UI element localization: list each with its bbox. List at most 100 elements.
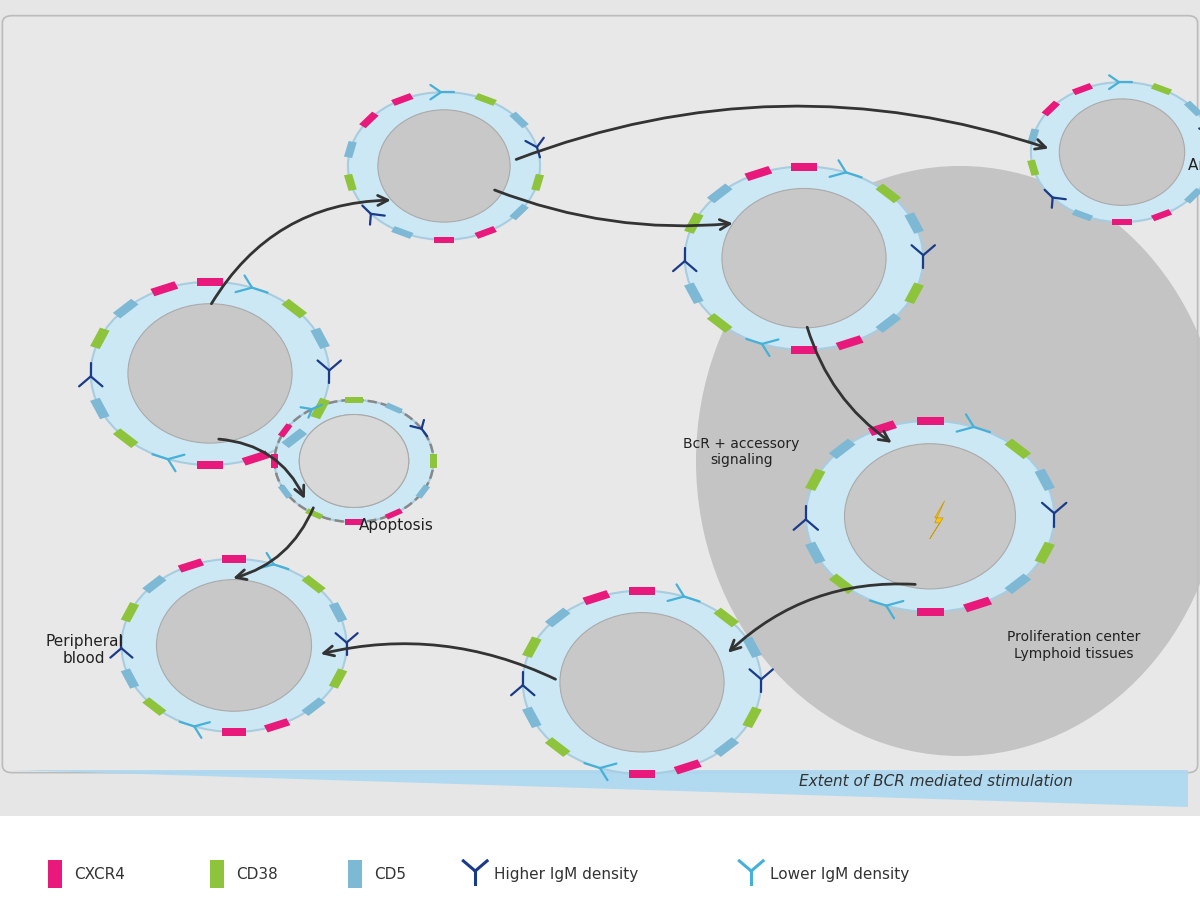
Bar bbox=[210, 860, 224, 888]
Polygon shape bbox=[805, 468, 826, 491]
Polygon shape bbox=[474, 93, 497, 106]
Polygon shape bbox=[241, 451, 270, 466]
Polygon shape bbox=[344, 141, 356, 158]
Polygon shape bbox=[743, 636, 762, 658]
Ellipse shape bbox=[1060, 99, 1184, 206]
Polygon shape bbox=[743, 706, 762, 728]
Polygon shape bbox=[346, 397, 362, 403]
Ellipse shape bbox=[156, 580, 312, 711]
Polygon shape bbox=[876, 183, 901, 203]
Polygon shape bbox=[532, 174, 544, 191]
Text: CD5: CD5 bbox=[374, 867, 407, 881]
Polygon shape bbox=[545, 608, 570, 627]
Polygon shape bbox=[582, 590, 611, 605]
Polygon shape bbox=[905, 212, 924, 234]
Polygon shape bbox=[835, 336, 864, 350]
Polygon shape bbox=[522, 636, 541, 658]
Polygon shape bbox=[197, 461, 223, 469]
Polygon shape bbox=[222, 728, 246, 736]
Polygon shape bbox=[391, 226, 414, 239]
Polygon shape bbox=[121, 602, 139, 622]
Polygon shape bbox=[90, 327, 109, 349]
Polygon shape bbox=[791, 346, 817, 354]
Text: Proliferation center
Lymphoid tissues: Proliferation center Lymphoid tissues bbox=[1007, 631, 1141, 660]
Polygon shape bbox=[90, 397, 109, 420]
Polygon shape bbox=[805, 541, 826, 564]
Text: Lower IgM density: Lower IgM density bbox=[770, 867, 910, 881]
Polygon shape bbox=[311, 327, 330, 349]
Circle shape bbox=[91, 282, 329, 465]
Polygon shape bbox=[673, 760, 702, 774]
Text: BcR + accessory
signaling: BcR + accessory signaling bbox=[684, 437, 799, 467]
Polygon shape bbox=[917, 417, 943, 425]
Text: CD38: CD38 bbox=[236, 867, 278, 881]
Polygon shape bbox=[1034, 541, 1055, 564]
Bar bbox=[348, 860, 362, 888]
Polygon shape bbox=[1184, 100, 1200, 116]
Ellipse shape bbox=[845, 443, 1015, 589]
Text: Peripheral
blood: Peripheral blood bbox=[46, 633, 122, 667]
Polygon shape bbox=[271, 455, 278, 467]
Polygon shape bbox=[121, 668, 139, 689]
Polygon shape bbox=[311, 397, 330, 420]
Ellipse shape bbox=[128, 303, 292, 443]
Circle shape bbox=[523, 591, 761, 774]
Polygon shape bbox=[430, 455, 437, 467]
Polygon shape bbox=[684, 282, 703, 304]
Polygon shape bbox=[629, 586, 655, 595]
Polygon shape bbox=[744, 166, 773, 181]
Polygon shape bbox=[1004, 573, 1031, 594]
Bar bbox=[48, 860, 62, 888]
Polygon shape bbox=[876, 313, 901, 333]
Polygon shape bbox=[707, 183, 732, 203]
Polygon shape bbox=[12, 770, 1188, 807]
Polygon shape bbox=[282, 429, 307, 448]
Polygon shape bbox=[714, 608, 739, 627]
Polygon shape bbox=[1027, 160, 1039, 176]
Polygon shape bbox=[1112, 219, 1132, 225]
Bar bbox=[0, 816, 1200, 922]
Polygon shape bbox=[1072, 83, 1093, 95]
Polygon shape bbox=[301, 697, 325, 715]
Polygon shape bbox=[329, 668, 347, 689]
Polygon shape bbox=[509, 204, 529, 220]
Polygon shape bbox=[222, 555, 246, 562]
Polygon shape bbox=[714, 738, 739, 757]
Polygon shape bbox=[113, 299, 138, 318]
Ellipse shape bbox=[696, 166, 1200, 756]
Polygon shape bbox=[305, 508, 324, 519]
Polygon shape bbox=[113, 429, 138, 448]
Polygon shape bbox=[829, 439, 856, 459]
Polygon shape bbox=[278, 484, 293, 499]
Polygon shape bbox=[344, 174, 356, 191]
FancyBboxPatch shape bbox=[2, 16, 1198, 773]
Polygon shape bbox=[384, 508, 403, 519]
Polygon shape bbox=[346, 519, 362, 525]
Circle shape bbox=[806, 420, 1055, 612]
Polygon shape bbox=[278, 423, 293, 438]
Polygon shape bbox=[791, 162, 817, 171]
Polygon shape bbox=[143, 575, 167, 594]
Polygon shape bbox=[962, 597, 992, 612]
Text: Extent of BCR mediated stimulation: Extent of BCR mediated stimulation bbox=[799, 774, 1073, 789]
Polygon shape bbox=[143, 697, 167, 715]
Text: CXCR4: CXCR4 bbox=[74, 867, 125, 881]
Polygon shape bbox=[301, 575, 325, 594]
Polygon shape bbox=[178, 559, 204, 573]
Polygon shape bbox=[391, 93, 414, 106]
Polygon shape bbox=[197, 278, 223, 286]
Polygon shape bbox=[1042, 100, 1060, 116]
Polygon shape bbox=[930, 501, 944, 538]
Polygon shape bbox=[684, 212, 703, 234]
Ellipse shape bbox=[560, 612, 724, 752]
Polygon shape bbox=[1151, 83, 1172, 95]
Polygon shape bbox=[1004, 439, 1031, 459]
Circle shape bbox=[685, 167, 923, 349]
Polygon shape bbox=[509, 112, 529, 128]
Polygon shape bbox=[522, 706, 541, 728]
Polygon shape bbox=[1034, 468, 1055, 491]
Polygon shape bbox=[1151, 209, 1172, 221]
Polygon shape bbox=[415, 484, 430, 499]
Polygon shape bbox=[629, 770, 655, 778]
Polygon shape bbox=[868, 420, 898, 436]
